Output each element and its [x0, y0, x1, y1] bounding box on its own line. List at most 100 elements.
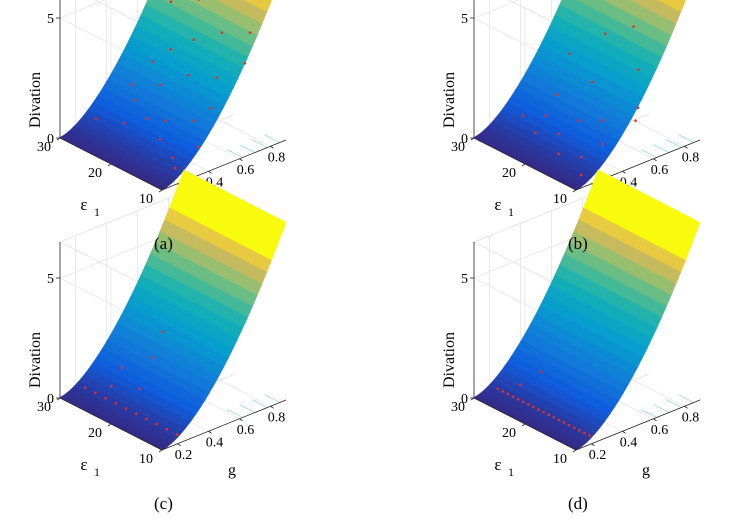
data-point — [173, 166, 177, 170]
surface-patch — [629, 0, 637, 3]
y-axis-label: ε — [494, 195, 501, 214]
data-point — [567, 423, 571, 427]
y-tick-label: 10 — [553, 452, 567, 467]
data-point — [557, 418, 561, 422]
x-tick — [239, 418, 243, 422]
y-tick — [107, 163, 112, 167]
data-point — [501, 390, 505, 393]
z-axis-label: Divation — [441, 72, 458, 128]
y-tick-label: 30 — [37, 140, 51, 155]
x-tick-label: 0.8 — [682, 410, 700, 425]
data-point — [557, 152, 560, 156]
data-point — [544, 114, 548, 117]
y-axis-label: ε — [80, 455, 87, 474]
x-axis-label: g — [228, 462, 236, 479]
x-tick — [684, 145, 688, 149]
data-point — [104, 396, 107, 400]
data-point — [175, 433, 179, 436]
data-point — [243, 62, 247, 65]
x-tick — [177, 443, 181, 447]
x-tick-label: 0.6 — [651, 163, 669, 178]
contour-line — [239, 144, 256, 153]
data-point — [542, 410, 545, 414]
data-point — [124, 407, 128, 410]
x-tick — [684, 405, 688, 409]
x-tick-label: 0.2 — [175, 448, 193, 463]
data-point — [171, 156, 174, 159]
y-tick — [158, 449, 163, 453]
data-point — [197, 145, 200, 149]
surface-patch — [660, 0, 668, 5]
data-point — [187, 73, 190, 77]
data-point — [110, 385, 113, 388]
x-tick-label: 0.6 — [651, 423, 669, 438]
data-point — [547, 413, 550, 417]
data-point — [555, 93, 558, 96]
contour-line — [678, 134, 694, 143]
data-point — [114, 401, 118, 405]
data-point — [537, 408, 540, 411]
contour-line — [678, 394, 694, 403]
y-tick-label: 20 — [502, 426, 516, 441]
data-point — [511, 395, 515, 398]
y-tick-label: 10 — [139, 452, 153, 467]
data-point — [521, 400, 525, 404]
surface-patch — [170, 0, 180, 7]
contour-line — [227, 149, 243, 158]
x-tick — [622, 430, 626, 434]
z-tick-label: 5 — [461, 272, 468, 287]
z-tick-label: 0 — [47, 392, 54, 407]
contour-line — [653, 404, 670, 413]
x-tick — [208, 170, 212, 174]
z-tick-label: 0 — [461, 392, 468, 407]
surface-patch — [261, 0, 272, 13]
contour-line — [665, 139, 682, 148]
surface-patch — [251, 0, 260, 7]
data-point — [133, 98, 136, 102]
y-tick — [521, 423, 526, 427]
data-point — [169, 48, 173, 51]
data-point — [210, 106, 213, 110]
z-tick-label: 0 — [47, 132, 54, 147]
data-point — [557, 132, 560, 136]
x-tick — [653, 158, 657, 162]
z-tick-label: 0 — [461, 132, 468, 147]
data-point — [215, 76, 218, 79]
z-tick-label: 5 — [461, 12, 468, 27]
y-tick — [107, 423, 112, 427]
data-point — [583, 431, 586, 435]
data-point — [532, 405, 535, 409]
y-tick-label: 10 — [139, 192, 153, 207]
data-point — [248, 31, 252, 34]
z-axis-label: Divation — [441, 332, 458, 388]
data-point — [636, 106, 640, 110]
y-axis-label-subscript: 1 — [94, 205, 100, 219]
z-axis-label: Divation — [27, 72, 44, 128]
data-point — [192, 38, 196, 41]
data-point — [134, 412, 138, 415]
contour-line — [251, 399, 268, 408]
contour-line — [665, 399, 682, 408]
x-tick-label: 0.8 — [268, 150, 286, 165]
y-axis-label-subscript: 1 — [508, 205, 514, 219]
data-point — [220, 31, 224, 34]
data-point — [516, 397, 520, 401]
y-tick — [158, 189, 163, 193]
data-point — [577, 119, 581, 122]
x-tick-label: 0.2 — [589, 448, 607, 463]
x-tick — [653, 418, 657, 422]
data-point — [604, 32, 607, 36]
y-tick-label: 20 — [88, 426, 102, 441]
caption-a: (a) — [154, 234, 173, 253]
surface-patch — [215, 0, 223, 3]
data-point — [197, 0, 201, 1]
y-tick — [521, 163, 526, 167]
data-point — [506, 392, 510, 396]
surface-patch — [576, 0, 581, 2]
data-point — [138, 387, 141, 391]
y-axis-label-subscript: 1 — [508, 465, 514, 479]
